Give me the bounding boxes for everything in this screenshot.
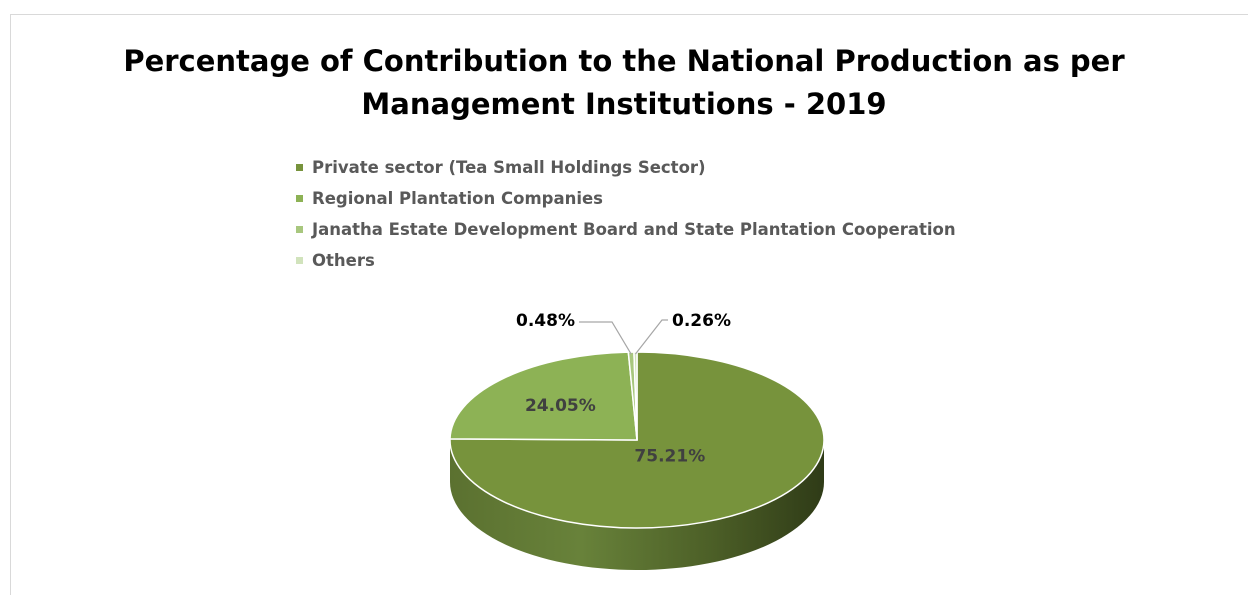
data-label-others: 0.26% <box>672 311 731 331</box>
legend-item-others: Others <box>296 245 956 276</box>
legend: Private sector (Tea Small Holdings Secto… <box>296 152 956 276</box>
legend-item-regional-plantation: Regional Plantation Companies <box>296 183 956 214</box>
leader-line-janatha-estate <box>579 321 632 355</box>
legend-label: Private sector (Tea Small Holdings Secto… <box>312 158 706 177</box>
legend-swatch-regional-plantation <box>296 195 303 202</box>
legend-label: Others <box>312 251 375 270</box>
legend-label: Regional Plantation Companies <box>312 189 603 208</box>
legend-item-private-sector: Private sector (Tea Small Holdings Secto… <box>296 152 956 183</box>
legend-swatch-private-sector <box>296 164 303 171</box>
chart-area <box>10 14 1248 595</box>
legend-swatch-janatha-estate <box>296 226 303 233</box>
legend-item-janatha-estate: Janatha Estate Development Board and Sta… <box>296 214 956 245</box>
data-label-janatha-estate: 0.48% <box>516 311 575 331</box>
legend-swatch-others <box>296 257 303 264</box>
pie-side-wall <box>450 440 824 570</box>
data-label-regional-plantation: 24.05% <box>525 396 596 416</box>
data-label-private-sector: 75.21% <box>634 447 705 467</box>
chart-title: Percentage of Contribution to the Nation… <box>123 44 1125 121</box>
pie-slice-regional-plantation <box>449 351 638 441</box>
legend-label: Janatha Estate Development Board and Sta… <box>312 220 956 239</box>
leader-line-others <box>634 319 668 355</box>
